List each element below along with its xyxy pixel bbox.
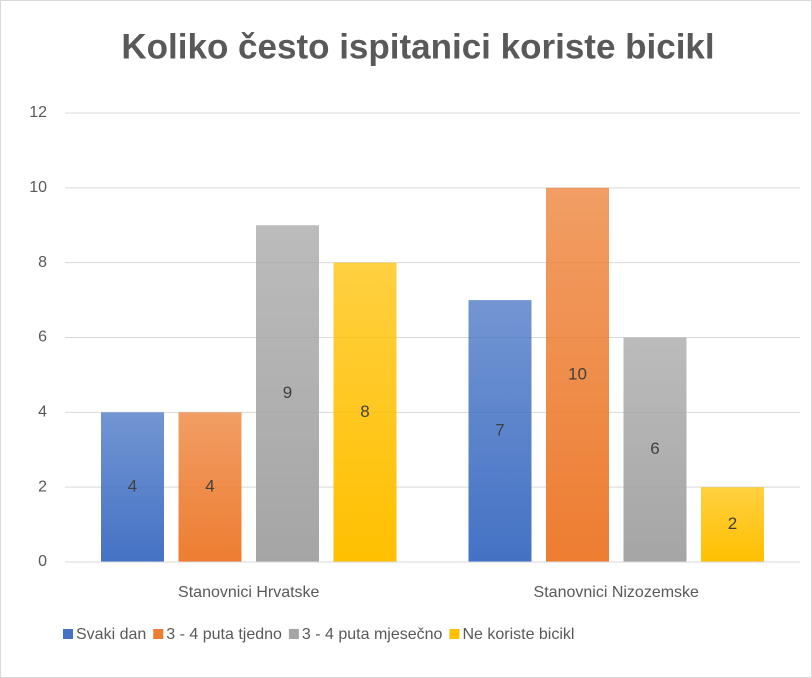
x-tick-label: Stanovnici Hrvatske — [178, 584, 319, 601]
data-label: 6 — [650, 439, 659, 458]
legend-label: 3 - 4 puta tjedno — [166, 626, 282, 643]
y-tick-label: 2 — [38, 478, 47, 495]
y-tick-label: 8 — [38, 254, 47, 271]
legend-label: Svaki dan — [76, 626, 146, 643]
legend-swatch — [63, 629, 73, 639]
data-label: 4 — [128, 477, 137, 496]
data-label: 2 — [728, 514, 737, 533]
chart-title: Koliko često ispitanici koriste bicikl — [121, 27, 714, 66]
legend-label: 3 - 4 puta mjesečno — [302, 626, 443, 643]
legend-swatch — [153, 629, 164, 639]
data-label: 9 — [283, 383, 292, 402]
legend-label: Ne koriste bicikl — [462, 626, 574, 643]
y-tick-label: 10 — [29, 179, 47, 196]
y-tick-label: 6 — [38, 329, 47, 346]
bar — [701, 487, 764, 562]
bar — [333, 262, 397, 562]
y-tick-label: 4 — [38, 404, 47, 421]
bar — [178, 412, 242, 562]
data-label: 10 — [568, 364, 587, 383]
data-label: 7 — [495, 421, 504, 440]
y-tick-label: 12 — [29, 104, 47, 121]
y-tick-label: 0 — [38, 553, 47, 570]
bar — [256, 225, 319, 562]
x-tick-label: Stanovnici Nizozemske — [534, 584, 700, 601]
bar — [546, 187, 609, 563]
data-label: 4 — [205, 477, 214, 496]
bar — [623, 337, 687, 562]
data-label: 8 — [360, 402, 369, 421]
bar — [468, 300, 532, 562]
legend-swatch — [449, 629, 460, 639]
bar — [101, 412, 164, 562]
legend-swatch — [288, 629, 299, 639]
